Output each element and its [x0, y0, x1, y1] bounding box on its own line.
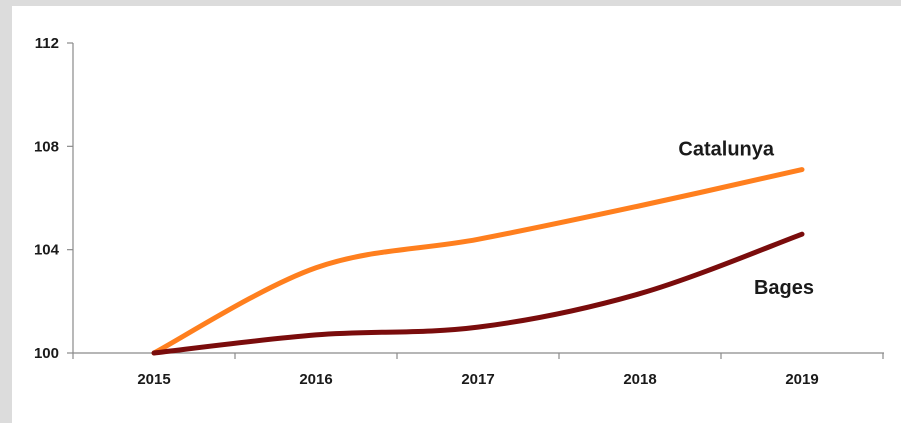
y-tick-label: 112 — [35, 35, 59, 52]
tick-labels: 100 104 108 112 2015 2016 2017 2018 2019 — [34, 35, 819, 388]
x-tick-label: 2015 — [137, 371, 170, 388]
x-tick-label: 2016 — [299, 371, 332, 388]
y-tick-label: 108 — [34, 138, 59, 155]
series-line-bages — [151, 231, 805, 356]
series-lines — [151, 167, 805, 356]
x-tick-label: 2018 — [623, 371, 656, 388]
axes — [67, 42, 884, 359]
y-tick-label: 100 — [34, 345, 59, 362]
series-labels: Catalunya Bages — [678, 139, 814, 300]
series-label-catalunya: Catalunya — [678, 139, 774, 161]
series-line-catalunya — [151, 167, 805, 356]
y-tick-label: 104 — [34, 242, 60, 259]
x-tick-label: 2019 — [785, 371, 818, 388]
series-label-bages: Bages — [754, 277, 814, 299]
x-tick-label: 2017 — [461, 371, 494, 388]
